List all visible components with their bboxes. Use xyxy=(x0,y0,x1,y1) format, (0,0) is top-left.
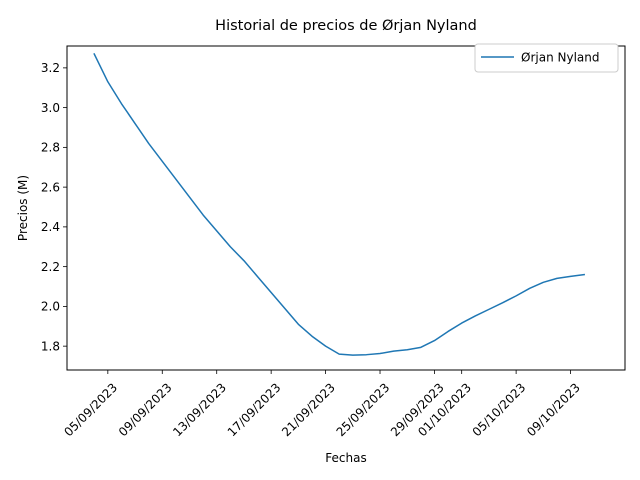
y-tick-label: 1.8 xyxy=(41,339,60,353)
x-axis-label: Fechas xyxy=(325,451,366,465)
x-tick-label: 05/09/2023 xyxy=(61,380,120,439)
y-tick-label: 2.6 xyxy=(41,180,60,194)
legend-entry-label: Ørjan Nyland xyxy=(521,51,599,65)
y-tick-label: 2.2 xyxy=(41,260,60,274)
legend-frame xyxy=(474,43,619,73)
x-tick-label: 13/09/2023 xyxy=(170,380,229,439)
y-tick-label: 2.8 xyxy=(41,141,60,155)
x-tick-label: 09/09/2023 xyxy=(116,380,175,439)
legend: Ørjan Nyland xyxy=(474,43,619,73)
x-tick-label: 09/10/2023 xyxy=(524,380,583,439)
x-axis: 05/09/202309/09/202313/09/202317/09/2023… xyxy=(61,370,583,439)
x-tick-label: 17/09/2023 xyxy=(225,380,284,439)
plot-area xyxy=(66,45,626,371)
series-line xyxy=(93,52,586,356)
chart-title: Historial de precios de Ørjan Nyland xyxy=(215,18,477,34)
y-axis-label: Precios (M) xyxy=(16,175,30,241)
y-tick-label: 3.0 xyxy=(41,101,60,115)
y-axis: 1.8 2.0 2.2 2.4 2.6 2.8 3.0 3.2 xyxy=(41,61,67,353)
y-tick-label: 2.0 xyxy=(41,300,60,314)
x-tick-label: 25/09/2023 xyxy=(334,380,393,439)
x-tick-label: 21/09/2023 xyxy=(279,380,338,439)
series-layer xyxy=(93,52,586,356)
y-tick-label: 3.2 xyxy=(41,61,60,75)
y-tick-label: 2.4 xyxy=(41,220,60,234)
x-tick-label: 05/10/2023 xyxy=(470,380,529,439)
